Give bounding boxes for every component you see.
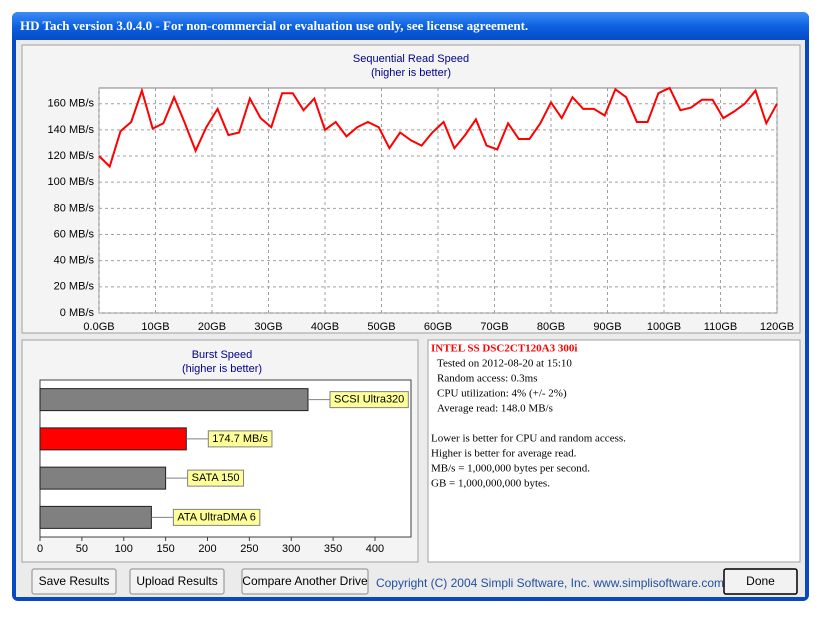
info-note: MB/s = 1,000,000 bytes per second.: [431, 463, 590, 475]
button[interactable]: [31, 568, 117, 595]
y-tick-label: 40 MB/s: [54, 255, 95, 267]
chart-subtitle: (higher is better): [371, 67, 451, 79]
button[interactable]: [129, 568, 225, 595]
chart-title: Burst Speed: [192, 349, 253, 361]
x-tick-label: 60GB: [424, 321, 452, 333]
x-tick-label: 110GB: [704, 321, 737, 333]
bar-label: SCSI Ultra320: [334, 394, 404, 406]
label-box: [187, 469, 245, 487]
x-tick-label: 100GB: [647, 321, 681, 333]
drive-name: INTEL SS DSC2CT120A3 300i: [431, 343, 577, 355]
y-tick-label: 100 MB/s: [48, 176, 95, 188]
label-box: [207, 430, 273, 448]
x-tick-label: 80GB: [537, 321, 565, 333]
bar: [39, 466, 167, 490]
x-tick-label: 100: [115, 543, 133, 555]
x-tick-label: 90GB: [593, 321, 621, 333]
bar-label: 174.7 MB/s: [212, 433, 268, 445]
info-note: GB = 1,000,000,000 bytes.: [431, 478, 550, 490]
x-tick-label: 350: [324, 543, 342, 555]
chart-subtitle: (higher is better): [182, 363, 262, 375]
y-tick-label: 20 MB/s: [54, 281, 95, 293]
info-line: Random access: 0.3ms: [437, 373, 538, 385]
y-tick-label: 60 MB/s: [54, 228, 95, 240]
y-tick-label: 120 MB/s: [48, 150, 95, 162]
button[interactable]: [241, 568, 369, 595]
button[interactable]: [723, 568, 798, 595]
x-tick-label: 0: [37, 543, 43, 555]
x-tick-label: 300: [282, 543, 300, 555]
x-tick-label: 30GB: [254, 321, 282, 333]
x-tick-label: 200: [198, 543, 216, 555]
title-bar: [12, 12, 809, 42]
button-label[interactable]: Compare Another Drive: [242, 574, 368, 588]
x-tick-label: 20GB: [198, 321, 226, 333]
bar-label: SATA 150: [192, 472, 240, 484]
y-tick-label: 160 MB/s: [48, 98, 95, 110]
x-tick-label: 50GB: [367, 321, 395, 333]
x-tick-label: 250: [240, 543, 258, 555]
plot-area: [98, 87, 778, 314]
y-tick-label: 80 MB/s: [54, 202, 95, 214]
info-line: Tested on 2012-08-20 at 15:10: [437, 358, 572, 370]
read-speed-line: [98, 86, 778, 169]
chart-title: Sequential Read Speed: [353, 53, 469, 65]
label-box: [172, 508, 261, 526]
bar: [39, 505, 152, 529]
info-note: Higher is better for average read.: [431, 448, 577, 460]
bar-label: ATA UltraDMA 6: [177, 511, 255, 523]
info-panel: [427, 339, 801, 563]
info-line: CPU utilization: 4% (+/- 2%): [437, 388, 567, 400]
button-label[interactable]: Save Results: [39, 574, 110, 588]
label-box: [329, 391, 409, 409]
copyright: Copyright (C) 2004 Simpli Software, Inc.…: [376, 576, 724, 590]
info-note: Lower is better for CPU and random acces…: [431, 433, 626, 445]
bar: [39, 388, 309, 412]
x-tick-label: 0.0GB: [83, 321, 114, 333]
bar: [39, 427, 187, 451]
y-tick-label: 0 MB/s: [60, 307, 95, 319]
button-label[interactable]: Upload Results: [136, 574, 217, 588]
x-tick-label: 150: [156, 543, 174, 555]
button-label[interactable]: Done: [746, 574, 775, 588]
x-tick-label: 400: [366, 543, 384, 555]
x-tick-label: 10GB: [141, 321, 169, 333]
y-tick-label: 140 MB/s: [48, 124, 95, 136]
window-title: HD Tach version 3.0.4.0 - For non-commer…: [20, 18, 528, 33]
x-tick-label: 120GB: [760, 321, 794, 333]
x-tick-label: 40GB: [311, 321, 339, 333]
info-line: Average read: 148.0 MB/s: [437, 403, 553, 415]
x-tick-label: 50: [76, 543, 88, 555]
x-tick-label: 70GB: [480, 321, 508, 333]
